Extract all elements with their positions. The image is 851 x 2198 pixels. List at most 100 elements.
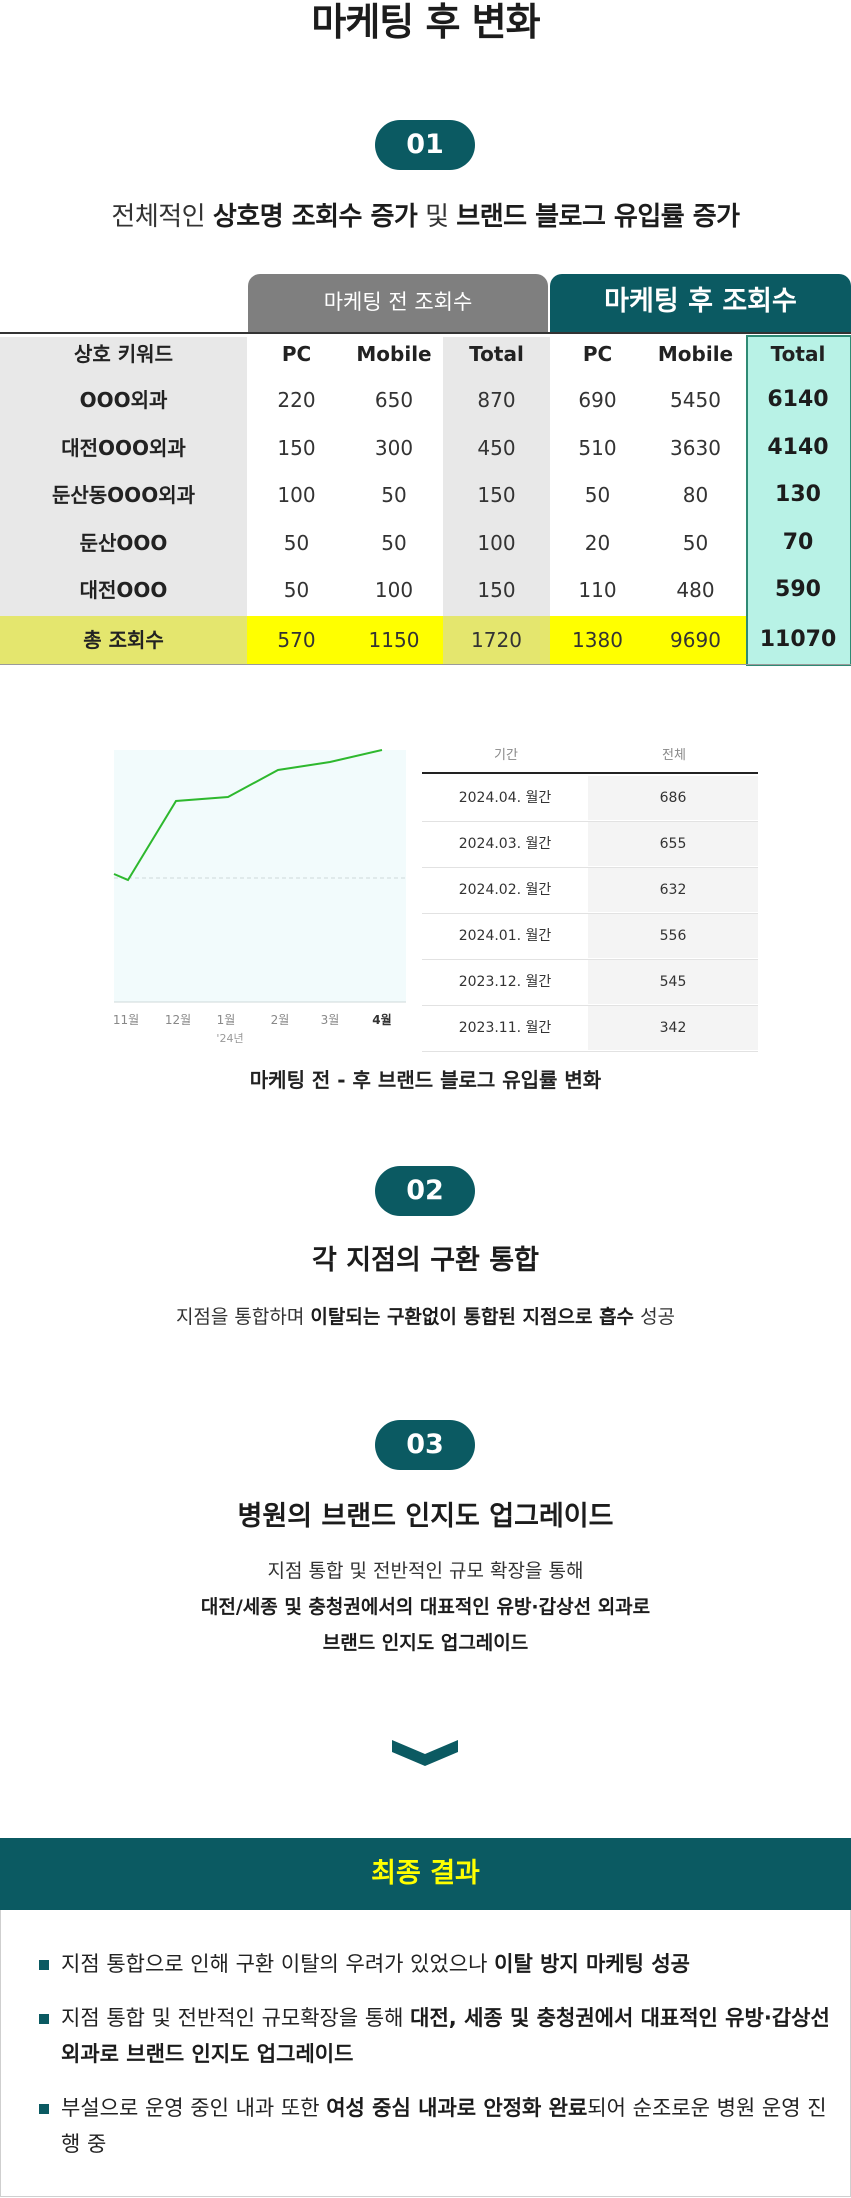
x-tick-label: 12월 (165, 1013, 191, 1027)
table-cell: 100 (477, 530, 516, 555)
table-cell: 50 (381, 483, 407, 507)
section2-title: 각 지점의 구환 통합 (312, 1245, 539, 1276)
keyword-cell: 둔산동OOO외과 (51, 483, 195, 507)
table-cell: 20 (584, 530, 611, 555)
x-tick-label: 2월 (271, 1013, 290, 1027)
final-item-3: 부설으로 운영 중인 내과 또한 여성 중심 내과로 안정화 완료되어 순조로운… (61, 2096, 827, 2156)
total-cell: 1380 (572, 628, 623, 652)
before-views-header: 마케팅 전 조회수 (248, 274, 548, 334)
bullet-icon (39, 2104, 49, 2114)
series-line (113, 749, 383, 882)
table-cell: 80 (682, 483, 709, 507)
table-cell: 650 (374, 388, 414, 412)
table-cell: 150 (477, 578, 516, 602)
column-header: 상호 키워드 (74, 342, 173, 366)
period-cell: 2023.11. 월간 (458, 1020, 552, 1036)
column-header: Total (770, 342, 826, 366)
value-cell-bg (588, 1006, 758, 1050)
chart-caption: 마케팅 전 - 후 브랜드 블로그 유입률 변화 (249, 1068, 602, 1092)
table-cell: 110 (578, 578, 617, 602)
keyword-cell: OOO외과 (79, 388, 168, 412)
table-cell: 50 (283, 578, 310, 602)
table-cell: 220 (277, 388, 316, 412)
x-tick-label: 1월 (217, 1013, 236, 1027)
value-cell: 342 (659, 1020, 687, 1036)
keyword-cell: 대전OOO (79, 578, 168, 602)
column-header: Mobile (657, 342, 734, 366)
table-cell: 70 (782, 529, 814, 555)
column-header: Mobile (356, 342, 432, 366)
blog-inflow-line-chart: 11월 12월 1월 2월 3월 4월 '24년 (113, 749, 406, 1045)
table-cell: 50 (381, 530, 407, 555)
total-cell: 1150 (368, 628, 420, 652)
value-cell-bg (588, 960, 758, 1004)
after-views-header: 마케팅 후 조회수 (550, 274, 851, 334)
x-tick-label: 3월 (321, 1013, 340, 1027)
mini-table-header: 전체 (662, 748, 686, 763)
keyword-cell: 둔산OOO (79, 530, 168, 555)
x-tick-label: 11월 (113, 1013, 139, 1027)
table-cell: 4140 (767, 434, 829, 460)
row-rule (422, 867, 758, 868)
header-rule (422, 772, 758, 774)
row-rule (422, 959, 758, 960)
row-rule (422, 1005, 758, 1006)
section-number-badge: 03 (375, 1420, 475, 1470)
total-cell: 9690 (670, 628, 721, 652)
total-cell: 11070 (759, 627, 837, 652)
bullet-icon (39, 1960, 49, 1970)
section3-line-3: 브랜드 인지도 업그레이드 (322, 1632, 529, 1654)
plot-area (114, 750, 406, 1002)
section-number-badge: 01 (375, 120, 475, 170)
chevron-down-icon (392, 1740, 458, 1766)
final-result-box: 지점 통합으로 인해 구환 이탈의 우려가 있었으나 이탈 방지 마케팅 성공 … (0, 1910, 851, 2197)
final-result-title: 최종 결과 (0, 1838, 851, 1910)
period-cell: 2024.02. 월간 (458, 882, 552, 898)
period-cell: 2023.12. 월간 (458, 974, 552, 990)
table-cell: 690 (578, 388, 617, 412)
total-cell: 1720 (471, 628, 522, 652)
value-cell: 545 (659, 974, 687, 990)
column-header: PC (281, 342, 312, 366)
table-cell: 5450 (670, 388, 721, 412)
section3-line-1: 지점 통합 및 전반적인 규모 확장을 통해 (267, 1560, 584, 1582)
row-rule (422, 1051, 758, 1052)
period-cell: 2024.03. 월간 (458, 836, 552, 852)
period-cell: 2024.01. 월간 (458, 928, 552, 944)
column-header: Total (469, 342, 524, 366)
bullet-icon (39, 2014, 49, 2024)
period-cell: 2024.04. 월간 (458, 790, 552, 806)
section-number-badge: 02 (375, 1166, 475, 1216)
value-cell: 556 (659, 928, 687, 944)
table-cell: 130 (775, 482, 821, 507)
table-cell: 150 (477, 483, 516, 507)
row-rule (422, 913, 758, 914)
value-cell: 686 (659, 790, 687, 806)
value-cell: 632 (659, 882, 687, 898)
year-label: '24년 (216, 1032, 243, 1045)
monthly-inflow-table: 기간 전체 2024.04. 월간 686 2024.03. 월간 655 2024.02.… (422, 740, 758, 1052)
table-cell: 50 (682, 530, 709, 555)
section2-description: 지점을 통합하며 이탈되는 구환없이 통합된 지점으로 흡수 성공 (175, 1306, 676, 1328)
page-title: 마케팅 후 변화 (311, 0, 540, 44)
table-cell: 450 (477, 435, 516, 460)
section1-subtitle: 전체적인 상호명 조회수 증가 및 브랜드 블로그 유입률 증가 (111, 202, 740, 232)
table-cell: 100 (277, 483, 316, 507)
table-cell: 590 (775, 577, 821, 602)
value-cell: 655 (659, 836, 687, 852)
mini-table-header: 기간 (494, 748, 518, 763)
table-cell: 50 (584, 483, 611, 507)
table-cell: 150 (277, 435, 316, 460)
value-cell-bg (588, 822, 758, 866)
table-cell: 3630 (670, 435, 721, 460)
table-cell: 100 (374, 578, 414, 602)
x-tick-label: 4월 (372, 1012, 391, 1027)
final-item-1: 지점 통합으로 인해 구환 이탈의 우려가 있었으나 이탈 방지 마케팅 성공 (61, 1952, 690, 1976)
final-item-2: 지점 통합 및 전반적인 규모확장을 통해 대전, 세종 및 충청권에서 대표적… (61, 2006, 830, 2066)
value-cell-bg (588, 914, 758, 958)
value-cell-bg (588, 776, 758, 820)
section3-title: 병원의 브랜드 인지도 업그레이드 (237, 1501, 614, 1532)
row-rule (422, 821, 758, 822)
total-label: 총 조회수 (83, 628, 164, 652)
section3-line-2: 대전/세종 및 충청권에서의 대표적인 유방·갑상선 외과로 (200, 1596, 651, 1618)
